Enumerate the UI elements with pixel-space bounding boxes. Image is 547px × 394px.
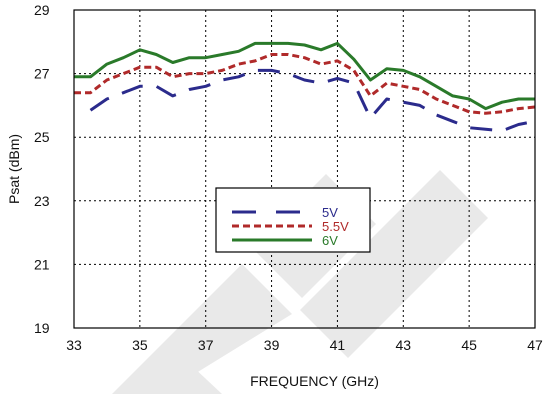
watermark-stroke-1	[112, 264, 292, 394]
tick-labels: 33 35 37 39 41 43 45 47 19 21 23 25 27 29	[34, 2, 543, 353]
series-line-6v	[74, 41, 535, 111]
x-tick-label: 43	[395, 337, 411, 353]
series-layer	[74, 41, 536, 133]
x-tick-label: 47	[527, 337, 543, 353]
y-tick-label: 27	[34, 66, 50, 82]
series-line-5-5v	[74, 53, 536, 115]
y-tick-label: 21	[34, 256, 50, 272]
watermark-stroke-4	[160, 364, 222, 394]
plot-frame	[73, 9, 536, 329]
series-line-5v	[89, 68, 536, 133]
x-tick-label: 45	[461, 337, 477, 353]
x-tick-label: 37	[198, 337, 214, 353]
y-tick-label: 23	[34, 193, 50, 209]
x-tick-label: 35	[132, 337, 148, 353]
x-tick-label: 39	[264, 337, 280, 353]
legend-label: 5.5V	[322, 219, 349, 234]
x-axis-label: FREQUENCY (GHz)	[250, 373, 379, 389]
x-tick-label: 33	[66, 337, 82, 353]
y-tick-label: 29	[34, 2, 50, 18]
x-tick-label: 41	[330, 337, 346, 353]
grid	[74, 10, 535, 328]
y-tick-label: 19	[34, 320, 50, 336]
y-tick-label: 25	[34, 129, 50, 145]
y-axis-label: Psat (dBm)	[6, 134, 22, 204]
legend-label: 5V	[322, 205, 338, 220]
legend-label: 6V	[322, 233, 338, 248]
